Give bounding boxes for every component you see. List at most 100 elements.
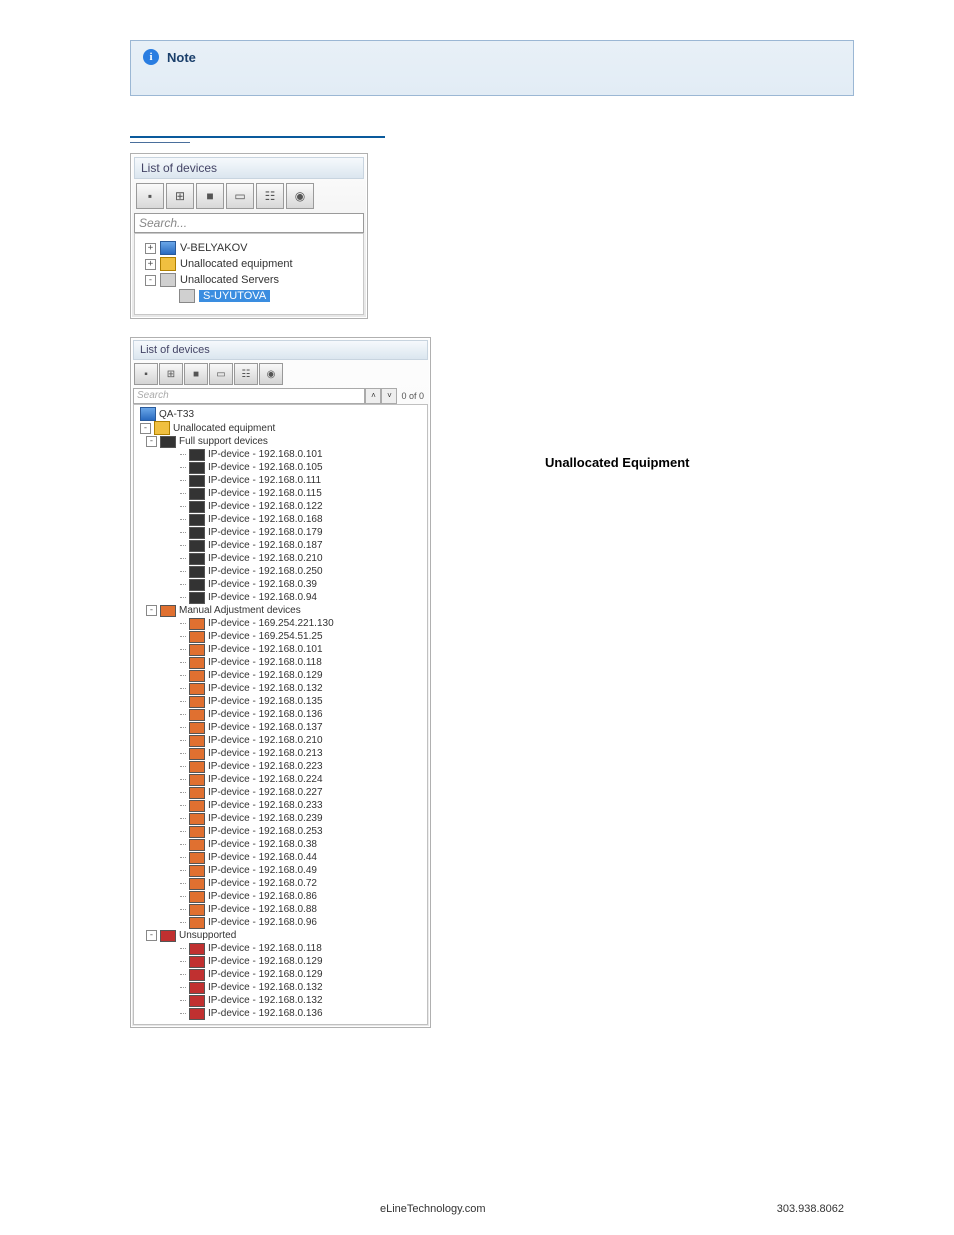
tree-connector	[180, 896, 186, 898]
separator-small	[130, 142, 190, 143]
tree-connector	[180, 675, 186, 677]
tree-node[interactable]: IP-device - 192.168.0.96	[208, 916, 317, 929]
tree-node[interactable]: IP-device - 192.168.0.129	[208, 955, 323, 968]
tree-node[interactable]: IP-device - 192.168.0.115	[208, 487, 322, 500]
tree-node[interactable]: IP-device - 192.168.0.132	[208, 682, 323, 695]
tree-node[interactable]: IP-device - 192.168.0.210	[208, 552, 323, 565]
tree-node[interactable]: IP-device - 192.168.0.135	[208, 695, 323, 708]
tree-node[interactable]: IP-device - 192.168.0.250	[208, 565, 323, 578]
expand-icon[interactable]: +	[145, 243, 156, 254]
collapse-icon[interactable]: -	[145, 275, 156, 286]
toolbar-btn-3[interactable]: ■	[196, 183, 224, 209]
device-icon	[189, 800, 205, 812]
device-icon	[189, 540, 205, 552]
tree-node[interactable]: Unallocated equipment	[180, 258, 293, 270]
tree-node[interactable]: IP-device - 192.168.0.129	[208, 669, 323, 682]
tree-node[interactable]: IP-device - 192.168.0.86	[208, 890, 317, 903]
toolbar-btn-4[interactable]: ▭	[209, 363, 233, 385]
expand-icon[interactable]: -	[146, 605, 157, 616]
device-icon	[189, 917, 205, 929]
expand-icon[interactable]: -	[146, 436, 157, 447]
device-icon	[189, 943, 205, 955]
tree-connector	[180, 805, 186, 807]
device-icon	[189, 852, 205, 864]
expand-icon[interactable]: +	[145, 259, 156, 270]
tree-node[interactable]: IP-device - 192.168.0.137	[208, 721, 323, 734]
expand-icon[interactable]: -	[140, 423, 151, 434]
tree-node[interactable]: IP-device - 192.168.0.101	[208, 448, 323, 461]
tree-node[interactable]: Unallocated Servers	[180, 274, 279, 286]
tree-node[interactable]: IP-device - 192.168.0.136	[208, 1007, 323, 1020]
tree-node[interactable]: V-BELYAKOV	[180, 242, 247, 254]
tree-node[interactable]: IP-device - 192.168.0.213	[208, 747, 323, 760]
tree-node[interactable]: IP-device - 192.168.0.223	[208, 760, 323, 773]
tree-node[interactable]: IP-device - 192.168.0.168	[208, 513, 323, 526]
toolbar-btn-2[interactable]: ⊞	[159, 363, 183, 385]
tree-node-selected[interactable]: S-UYUTOVA	[199, 290, 270, 302]
search-input[interactable]: Search	[133, 388, 365, 404]
device-icon	[189, 982, 205, 994]
search-prev[interactable]: ˄	[365, 388, 381, 404]
toolbar-btn-5[interactable]: ☷	[256, 183, 284, 209]
tree-node[interactable]: IP-device - 192.168.0.88	[208, 903, 317, 916]
tree-node[interactable]: Unallocated equipment	[173, 422, 275, 435]
tree-node[interactable]: IP-device - 192.168.0.44	[208, 851, 317, 864]
tree-node[interactable]: IP-device - 192.168.0.179	[208, 526, 323, 539]
page-footer: eLineTechnology.com 303.938.8062	[0, 1203, 954, 1215]
toolbar-btn-6[interactable]: ◉	[286, 183, 314, 209]
tree-node[interactable]: IP-device - 169.254.221.130	[208, 617, 334, 630]
device-icon	[189, 787, 205, 799]
device-icon	[189, 514, 205, 526]
tree-node[interactable]: IP-device - 192.168.0.224	[208, 773, 323, 786]
tree-connector	[180, 870, 186, 872]
tree-node[interactable]: IP-device - 192.168.0.94	[208, 591, 317, 604]
tree-node[interactable]: IP-device - 192.168.0.105	[208, 461, 323, 474]
tree-node[interactable]: IP-device - 192.168.0.187	[208, 539, 323, 552]
toolbar-btn-3[interactable]: ■	[184, 363, 208, 385]
toolbar-btn-1[interactable]: ▪	[134, 363, 158, 385]
device-icon	[140, 407, 156, 421]
tree-node[interactable]: IP-device - 192.168.0.253	[208, 825, 323, 838]
tree-node[interactable]: IP-device - 192.168.0.38	[208, 838, 317, 851]
tree-connector	[180, 831, 186, 833]
toolbar-btn-4[interactable]: ▭	[226, 183, 254, 209]
device-icon	[154, 421, 170, 435]
tree-node[interactable]: Unsupported	[179, 929, 236, 942]
tree-node[interactable]: IP-device - 192.168.0.72	[208, 877, 317, 890]
toolbar-btn-5[interactable]: ☷	[234, 363, 258, 385]
tree-node[interactable]: Full support devices	[179, 435, 268, 448]
toolbar-btn-6[interactable]: ◉	[259, 363, 283, 385]
tree-node[interactable]: IP-device - 192.168.0.132	[208, 994, 323, 1007]
tree-node[interactable]: Manual Adjustment devices	[179, 604, 301, 617]
tree-node[interactable]: IP-device - 192.168.0.129	[208, 968, 323, 981]
tree-node[interactable]: IP-device - 192.168.0.49	[208, 864, 317, 877]
search-input[interactable]: Search...	[134, 213, 364, 233]
search-next[interactable]: ˅	[381, 388, 397, 404]
tree-connector	[180, 467, 186, 469]
tree-node[interactable]: IP-device - 192.168.0.122	[208, 500, 323, 513]
tree-connector	[180, 571, 186, 573]
tree-node[interactable]: IP-device - 192.168.0.136	[208, 708, 323, 721]
tree-connector	[180, 727, 186, 729]
tree-node[interactable]: QA-T33	[159, 408, 194, 421]
device-icon	[189, 644, 205, 656]
tree-node[interactable]: IP-device - 169.254.51.25	[208, 630, 323, 643]
tree-node[interactable]: IP-device - 192.168.0.210	[208, 734, 323, 747]
tree-node[interactable]: IP-device - 192.168.0.239	[208, 812, 323, 825]
device-icon	[189, 878, 205, 890]
tree-node[interactable]: IP-device - 192.168.0.118	[208, 656, 322, 669]
tree-node[interactable]: IP-device - 192.168.0.118	[208, 942, 322, 955]
toolbar-btn-2[interactable]: ⊞	[166, 183, 194, 209]
tree-connector	[180, 649, 186, 651]
tree-node[interactable]: IP-device - 192.168.0.132	[208, 981, 323, 994]
toolbar-btn-1[interactable]: ▪	[136, 183, 164, 209]
servers-icon	[160, 273, 176, 287]
tree-node[interactable]: IP-device - 192.168.0.227	[208, 786, 323, 799]
tree-node[interactable]: IP-device - 192.168.0.39	[208, 578, 317, 591]
tree-connector	[180, 779, 186, 781]
separator	[130, 136, 385, 138]
tree-node[interactable]: IP-device - 192.168.0.111	[208, 474, 321, 487]
expand-icon[interactable]: -	[146, 930, 157, 941]
tree-node[interactable]: IP-device - 192.168.0.101	[208, 643, 323, 656]
tree-node[interactable]: IP-device - 192.168.0.233	[208, 799, 323, 812]
